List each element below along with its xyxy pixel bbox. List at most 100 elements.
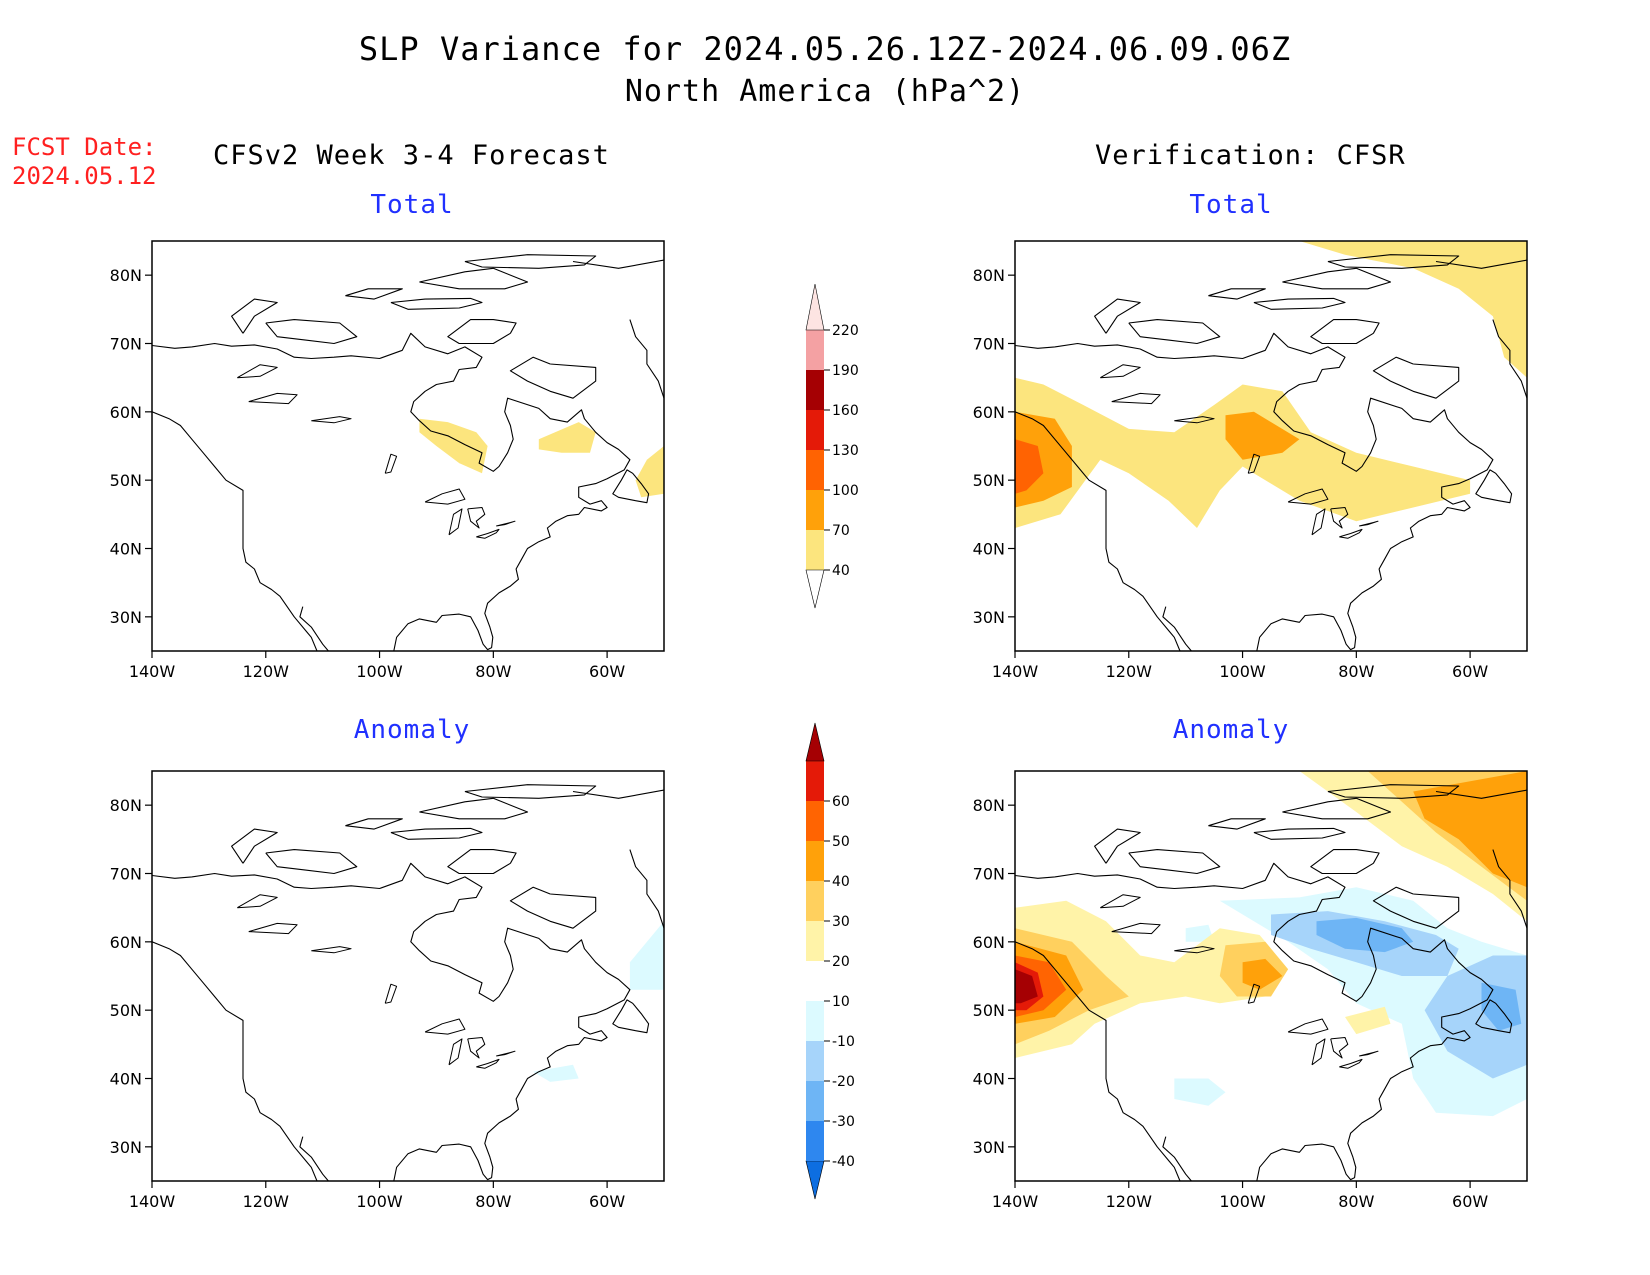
- lake-outline: [1359, 520, 1379, 527]
- panel-verification-total: 80N 70N 60N 50N 40N 30N 140W 120W 100W 80W 60W: [973, 240, 1528, 681]
- lake-outline: [448, 1038, 463, 1066]
- shaded-region: [629, 921, 664, 990]
- colorbar-label: -40: [832, 1154, 855, 1170]
- shaded-region: [1316, 917, 1414, 953]
- lake-outline: [1311, 508, 1326, 536]
- panel-forecast-anomaly: 80N 70N 60N 50N 40N 30N 140W 120W 100W 80W 60W: [110, 770, 665, 1211]
- shaded-region: [635, 446, 664, 498]
- lon-label: 140W: [129, 662, 176, 681]
- colorbar-arrow-top: [805, 283, 825, 331]
- lat-label: 70N: [973, 865, 1005, 884]
- lat-label: 50N: [110, 471, 142, 490]
- lake-outline: [311, 946, 352, 954]
- coastline: [1253, 827, 1346, 840]
- lon-label: 100W: [356, 662, 403, 681]
- lon-label: 60W: [589, 662, 625, 681]
- coastline: [265, 319, 358, 345]
- map-area-forecast-anomaly: [152, 784, 664, 1181]
- column-title-forecast: CFSv2 Week 3-4 Forecast: [213, 140, 610, 171]
- fcst-date-value: 2024.05.12: [12, 162, 157, 190]
- coastline: [1015, 941, 1181, 1181]
- lake-outline: [476, 1058, 500, 1069]
- coastline: [1327, 784, 1460, 799]
- lat-label: 60N: [110, 403, 142, 422]
- colorbar-label: 220: [832, 323, 859, 339]
- coastline: [464, 254, 597, 269]
- main-title: SLP Variance for 2024.05.26.12Z-2024.06.…: [358, 30, 1292, 68]
- lake-outline: [1111, 392, 1161, 405]
- lake-outline: [1330, 507, 1349, 529]
- main-subtitle: North America (hPa^2): [624, 74, 1026, 109]
- coastline: [1372, 886, 1460, 929]
- colorbar-segment: [806, 921, 824, 961]
- colorbar-segment: [806, 1081, 824, 1121]
- lake-outline: [1287, 488, 1329, 505]
- lat-label: 60N: [110, 933, 142, 952]
- coastline: [152, 332, 631, 651]
- lake-outline: [467, 507, 486, 529]
- lon-label: 120W: [243, 1192, 290, 1211]
- lat-label: 50N: [110, 1001, 142, 1020]
- colorbar-label: 130: [832, 443, 859, 459]
- panel-title-verification-total: Total: [1189, 190, 1273, 220]
- coastline: [572, 259, 664, 269]
- shaded-region: [1481, 982, 1522, 1031]
- lake-outline: [1111, 922, 1161, 935]
- coastline: [464, 784, 597, 799]
- colorbar-label: 40: [832, 874, 850, 890]
- lake-outline: [1100, 894, 1141, 909]
- lake-outline: [384, 453, 398, 474]
- lake-outline: [476, 528, 500, 539]
- shaded-region: [419, 418, 488, 474]
- lat-label: 70N: [110, 335, 142, 354]
- lake-outline: [248, 392, 298, 405]
- lon-label: 80W: [475, 662, 511, 681]
- lake-outline: [496, 1050, 516, 1057]
- lon-label: 100W: [356, 1192, 403, 1211]
- colorbar-segment: [806, 1041, 824, 1081]
- coastline: [345, 818, 403, 830]
- coastline: [1282, 267, 1392, 290]
- colorbar-label: 60: [832, 794, 850, 810]
- coastline: [629, 849, 664, 929]
- coastline: [1253, 297, 1346, 310]
- colorbar-label: -20: [832, 1074, 855, 1090]
- panel-verification-anomaly: 80N 70N 60N 50N 40N 30N 140W 120W 100W 80W 60W: [973, 770, 1528, 1211]
- colorbar-arrow-top: [805, 722, 825, 762]
- coastline: [1372, 356, 1460, 399]
- coastline: [572, 789, 664, 799]
- lon-label: 140W: [129, 1192, 176, 1211]
- colorbar-label: 190: [832, 363, 859, 379]
- coastline: [1094, 828, 1141, 864]
- coastline: [1094, 298, 1141, 334]
- lake-outline: [1174, 416, 1215, 424]
- colorbar-label: 40: [832, 563, 850, 579]
- shaded-region: [533, 1064, 579, 1082]
- coastline: [509, 886, 597, 929]
- panel-forecast-total: 80N 70N 60N 50N 40N 30N 140W 120W 100W 80W 60W: [110, 240, 665, 681]
- colorbar-label: 10: [832, 994, 850, 1010]
- lat-label: 80N: [973, 266, 1005, 285]
- coastline: [1015, 332, 1494, 651]
- colorbar-arrow-bottom: [805, 1160, 825, 1200]
- lat-label: 80N: [110, 796, 142, 815]
- coastline: [629, 319, 664, 399]
- coastline: [419, 797, 529, 820]
- lat-label: 30N: [973, 608, 1005, 627]
- colorbar-anomaly: -40 -30 -20 -10 10 20 30 40 50 60: [805, 722, 855, 1200]
- coastline: [447, 849, 517, 875]
- lon-label: 80W: [1338, 662, 1374, 681]
- lake-outline: [1330, 1037, 1349, 1059]
- colorbar-segment: [806, 1121, 824, 1161]
- lon-label: 80W: [475, 1192, 511, 1211]
- colorbar-label: -30: [832, 1114, 855, 1130]
- colorbar-segment: [806, 761, 824, 801]
- coastline: [1015, 862, 1494, 1181]
- colorbar-segment: [806, 530, 824, 570]
- fcst-date-label: FCST Date:: [12, 133, 157, 161]
- coastline: [231, 298, 278, 334]
- lake-outline: [467, 1037, 486, 1059]
- lat-label: 40N: [110, 540, 142, 559]
- shaded-region: [538, 422, 596, 453]
